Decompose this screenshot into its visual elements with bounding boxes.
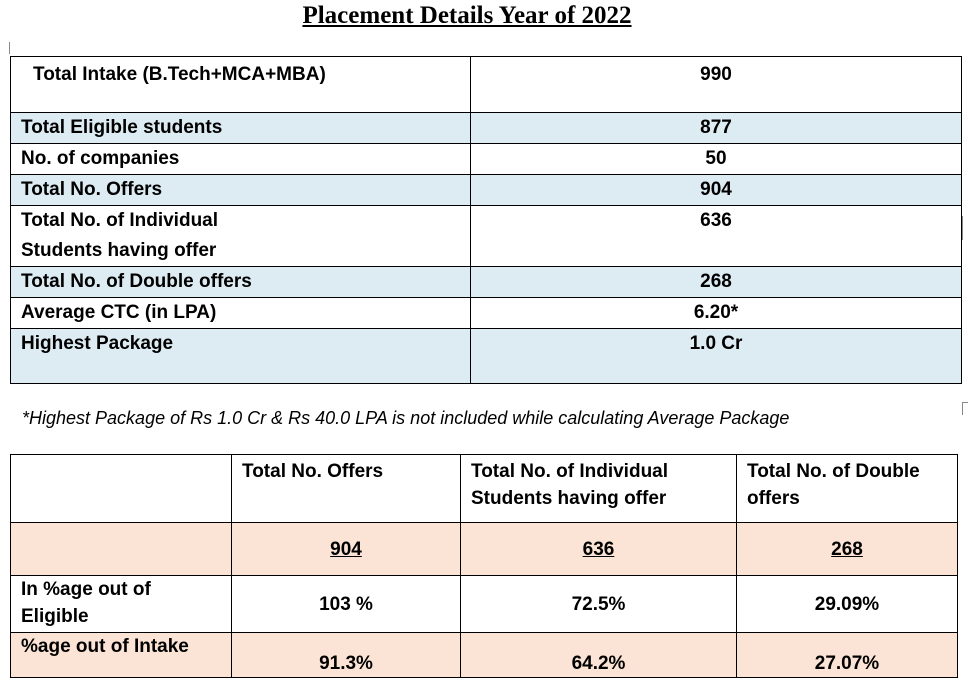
table-row: Total No. of Double offers 268 (10, 266, 962, 298)
total-cell: 904 (231, 522, 461, 576)
row-label: Total Eligible students (10, 112, 471, 144)
row-label: %age out of Intake (10, 632, 232, 678)
total-value: 636 (582, 538, 615, 560)
row-label: Total Intake (B.Tech+MCA+MBA) (10, 56, 471, 113)
header-cell: Total No. Offers (231, 454, 461, 523)
percent-cell: 103 % (231, 575, 461, 633)
header-line: Total No. Offers (242, 461, 384, 482)
header-line: Total No. of Individual (471, 461, 669, 482)
row-value: 50 (470, 143, 962, 175)
row-value: 636 (470, 205, 962, 267)
row-label-line: In %age out of (21, 579, 151, 600)
table-row: Average CTC (in LPA) 6.20* (10, 297, 962, 329)
row-label: Total No. of Double offers (10, 266, 471, 298)
header-cell-empty (10, 454, 232, 523)
table-corner-mark (962, 402, 968, 415)
row-value: 990 (470, 56, 962, 113)
table-row: Highest Package 1.0 Cr (10, 328, 962, 384)
total-cell: 268 (736, 522, 958, 576)
header-cell: Total No. of Double offers (736, 454, 958, 523)
table-anchor-mark (9, 42, 10, 54)
table-row: Total Eligible students 877 (10, 112, 962, 144)
row-label-empty (10, 522, 232, 576)
table-row: 904 636 268 (10, 522, 958, 576)
table-row: Total No. Offers 904 (10, 174, 962, 206)
percent-cell: 64.2% (460, 632, 737, 678)
table-row: In %age out of Eligible 103 % 72.5% 29.09… (10, 575, 958, 633)
table-header-row: Total No. Offers Total No. of Individual… (10, 454, 958, 523)
summary-table: Total Intake (B.Tech+MCA+MBA) 990 Total … (10, 56, 962, 384)
row-label: In %age out of Eligible (10, 575, 232, 633)
header-line: Students having offer (471, 488, 667, 509)
row-label: Average CTC (in LPA) (10, 297, 471, 329)
row-label-line: Eligible (21, 606, 89, 627)
row-value: 6.20* (470, 297, 962, 329)
row-value: 1.0 Cr (470, 328, 962, 384)
table-row: Total Intake (B.Tech+MCA+MBA) 990 (10, 56, 962, 113)
table-row: Total No. of Individual Students having o… (10, 205, 962, 267)
total-cell: 636 (460, 522, 737, 576)
page-title: Placement Details Year of 2022 (302, 2, 632, 29)
table-resize-mark (962, 216, 963, 240)
row-label: Highest Package (10, 328, 471, 384)
percent-cell: 72.5% (460, 575, 737, 633)
row-label: Total No. Offers (10, 174, 471, 206)
percent-cell: 91.3% (231, 632, 461, 678)
table-row: %age out of Intake 91.3% 64.2% 27.07% (10, 632, 958, 678)
table-row: No. of companies 50 (10, 143, 962, 175)
row-label-line: Total No. of Individual (21, 210, 219, 231)
row-value: 877 (470, 112, 962, 144)
percent-cell: 27.07% (736, 632, 958, 678)
row-value: 268 (470, 266, 962, 298)
row-label: No. of companies (10, 143, 471, 175)
total-value: 904 (330, 538, 362, 560)
row-label: Total No. of Individual Students having o… (10, 205, 471, 267)
row-value: 904 (470, 174, 962, 206)
total-value: 268 (831, 538, 863, 560)
percent-cell: 29.09% (736, 575, 958, 633)
header-cell: Total No. of Individual Students having o… (460, 454, 737, 523)
header-line: Total No. of Double (747, 461, 920, 482)
footnote: *Highest Package of Rs 1.0 Cr & Rs 40.0 … (22, 408, 790, 428)
header-line: offers (747, 488, 800, 509)
row-label-line: Students having offer (21, 240, 217, 261)
breakdown-table: Total No. Offers Total No. of Individual… (10, 454, 958, 678)
